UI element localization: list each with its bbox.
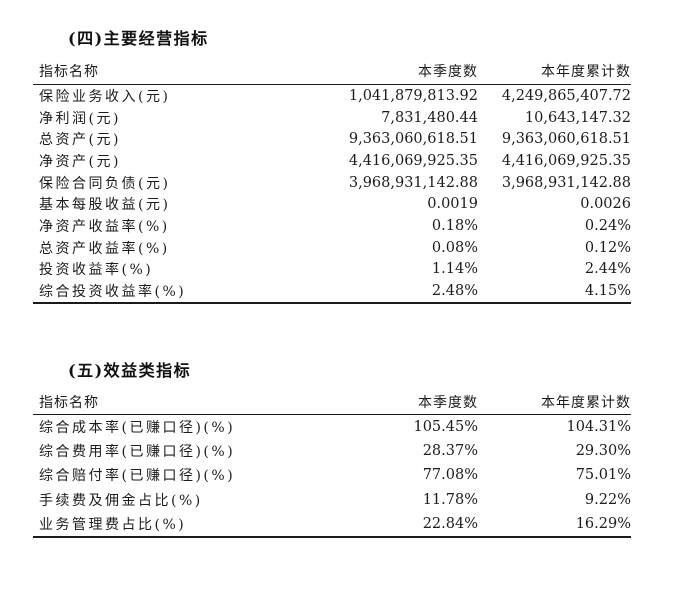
table-row: 保险业务收入(元) 1,041,879,813.92 4,249,865,407… <box>33 85 631 107</box>
table-row: 基本每股收益(元) 0.0019 0.0026 <box>33 193 631 215</box>
quarter-value: 77.08% <box>422 467 478 484</box>
table-row: 净利润(元) 7,831,480.44 10,643,147.32 <box>33 107 631 129</box>
ytd-value: 4.15% <box>584 283 631 300</box>
section-operating-indicators: (四)主要经营指标 指标名称 本季度数 本年度累计数 保险业务收入(元) 1,0… <box>0 28 680 304</box>
table-row: 综合投资收益率(%) 2.48% 4.15% <box>33 280 631 302</box>
table-row: 净资产收益率(%) 0.18% 0.24% <box>33 215 631 237</box>
efficiency-indicators-table: 指标名称 本季度数 本年度累计数 综合成本率(已赚口径)(%) 105.45% … <box>33 391 631 538</box>
table-row: 保险合同负债(元) 3,968,931,142.88 3,968,931,142… <box>33 172 631 194</box>
table-row: 手续费及佣金占比(%) 11.78% 9.22% <box>33 487 631 511</box>
indicator-label: 基本每股收益(元) <box>39 197 171 214</box>
ytd-value: 16.29% <box>575 515 631 532</box>
ytd-value: 2.44% <box>584 261 631 278</box>
indicator-label: 综合赔付率(已赚口径)(%) <box>39 468 236 485</box>
indicator-label: 净资产收益率(%) <box>39 218 170 235</box>
ytd-value: 104.31% <box>566 418 631 435</box>
table-row: 净资产(元) 4,416,069,925.35 4,416,069,925.35 <box>33 150 631 172</box>
table-row: 投资收益率(%) 1.14% 2.44% <box>33 259 631 281</box>
table-row: 总资产(元) 9,363,060,618.51 9,363,060,618.51 <box>33 128 631 150</box>
ytd-value: 4,249,865,407.72 <box>501 87 631 104</box>
indicator-label: 手续费及佣金占比(%) <box>39 492 203 509</box>
indicator-label: 总资产(元) <box>39 132 121 149</box>
section-title-operating-indicators: (四)主要经营指标 <box>68 29 209 48</box>
ytd-value: 75.01% <box>575 467 631 484</box>
quarter-value: 1,041,879,813.92 <box>348 87 478 104</box>
indicator-label: 总资产收益率(%) <box>39 240 170 257</box>
indicator-label: 投资收益率(%) <box>39 262 154 279</box>
quarter-value: 0.0019 <box>427 196 478 213</box>
indicator-label: 业务管理费占比(%) <box>39 516 187 533</box>
section-title-efficiency-indicators: (五)效益类指标 <box>68 360 192 380</box>
indicator-label: 综合投资收益率(%) <box>39 284 187 301</box>
col-header-ytd: 本年度累计数 <box>541 63 631 80</box>
quarter-value: 2.48% <box>431 283 478 300</box>
ytd-value: 0.12% <box>584 239 631 256</box>
quarter-value: 4,416,069,925.35 <box>348 152 478 169</box>
quarter-value: 105.45% <box>413 418 478 435</box>
col-header-quarter: 本季度数 <box>418 395 478 412</box>
quarter-value: 28.37% <box>422 443 478 460</box>
table-row: 综合赔付率(已赚口径)(%) 77.08% 75.01% <box>33 463 631 487</box>
col-header-ytd: 本年度累计数 <box>541 395 631 412</box>
col-header-indicator-name: 指标名称 <box>39 395 99 412</box>
quarter-value: 9,363,060,618.51 <box>348 131 478 148</box>
quarter-value: 7,831,480.44 <box>381 109 478 126</box>
table-row: 综合费用率(已赚口径)(%) 28.37% 29.30% <box>33 439 631 463</box>
quarter-value: 3,968,931,142.88 <box>348 174 478 191</box>
quarter-value: 0.18% <box>431 217 478 234</box>
col-header-quarter: 本季度数 <box>418 63 478 80</box>
indicator-label: 综合成本率(已赚口径)(%) <box>39 419 236 436</box>
operating-indicators-table: 指标名称 本季度数 本年度累计数 保险业务收入(元) 1,041,879,813… <box>33 57 631 304</box>
ytd-value: 9,363,060,618.51 <box>501 131 631 148</box>
indicator-label: 净利润(元) <box>39 110 121 127</box>
quarter-value: 11.78% <box>422 491 478 508</box>
indicator-label: 保险合同负债(元) <box>39 175 171 192</box>
table-row: 业务管理费占比(%) 22.84% 16.29% <box>33 512 631 536</box>
ytd-value: 4,416,069,925.35 <box>501 152 631 169</box>
ytd-value: 9.22% <box>584 491 631 508</box>
ytd-value: 0.0026 <box>580 196 631 213</box>
ytd-value: 10,643,147.32 <box>524 109 631 126</box>
quarter-value: 22.84% <box>422 515 478 532</box>
indicator-label: 保险业务收入(元) <box>39 88 171 105</box>
quarter-value: 1.14% <box>431 261 478 278</box>
table-row: 综合成本率(已赚口径)(%) 105.45% 104.31% <box>33 415 631 439</box>
table-row: 总资产收益率(%) 0.08% 0.12% <box>33 237 631 259</box>
indicator-label: 综合费用率(已赚口径)(%) <box>39 444 236 461</box>
table-header-row: 指标名称 本季度数 本年度累计数 <box>33 391 631 415</box>
ytd-value: 0.24% <box>584 217 631 234</box>
ytd-value: 3,968,931,142.88 <box>501 174 631 191</box>
indicator-label: 净资产(元) <box>39 153 121 170</box>
ytd-value: 29.30% <box>575 443 631 460</box>
section-efficiency-indicators: (五)效益类指标 指标名称 本季度数 本年度累计数 综合成本率(已赚口径)(%)… <box>0 360 680 538</box>
quarter-value: 0.08% <box>431 239 478 256</box>
table-header-row: 指标名称 本季度数 本年度累计数 <box>33 57 631 85</box>
col-header-indicator-name: 指标名称 <box>39 63 99 80</box>
